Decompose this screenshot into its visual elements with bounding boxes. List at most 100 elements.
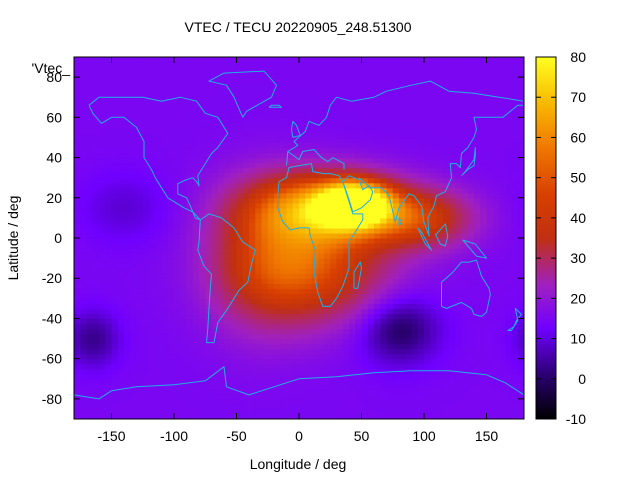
heatmap-cell [142, 202, 150, 209]
heatmap-cell [380, 313, 388, 320]
heatmap-cell [149, 92, 156, 98]
heatmap-cell [192, 77, 200, 83]
heatmap-cell [117, 67, 125, 73]
heatmap-cell [86, 157, 94, 164]
heatmap-cell [399, 232, 406, 239]
heatmap-cell [355, 142, 363, 149]
heatmap-cell [111, 87, 119, 93]
heatmap-cell [136, 142, 144, 149]
heatmap-cell [467, 263, 475, 269]
heatmap-cell [174, 107, 181, 113]
heatmap-cell [405, 278, 413, 284]
heatmap-cell [386, 82, 394, 88]
heatmap-cell [330, 278, 338, 284]
heatmap-cell [317, 97, 325, 103]
heatmap-cell [311, 393, 319, 400]
heatmap-cell [430, 368, 438, 375]
heatmap-cell [480, 398, 488, 405]
heatmap-cell [405, 207, 413, 214]
heatmap-cell [205, 343, 213, 350]
heatmap-cell [161, 72, 169, 78]
heatmap-cell [217, 328, 225, 335]
heatmap-cell [430, 373, 438, 380]
heatmap-cell [286, 102, 294, 108]
heatmap-cell [136, 293, 144, 299]
heatmap-cell [205, 72, 213, 78]
heatmap-cell [92, 147, 100, 154]
heatmap-cell [424, 268, 431, 274]
heatmap-cell [161, 152, 169, 159]
heatmap-cell [486, 132, 494, 139]
heatmap-cell [324, 333, 331, 340]
heatmap-cell [517, 232, 524, 239]
heatmap-cell [261, 157, 269, 164]
heatmap-cell [480, 192, 488, 199]
heatmap-cell [136, 102, 144, 108]
heatmap-cell [111, 278, 119, 284]
heatmap-cell [136, 353, 144, 360]
heatmap-cell [474, 217, 481, 224]
heatmap-cell [124, 157, 131, 164]
heatmap-cell [449, 333, 456, 340]
heatmap-cell [167, 177, 175, 184]
heatmap-cell [111, 408, 119, 415]
heatmap-cell [205, 167, 213, 174]
heatmap-cell [299, 92, 306, 98]
heatmap-cell [267, 383, 275, 390]
heatmap-cell [367, 358, 375, 365]
heatmap-cell [349, 248, 356, 254]
heatmap-cell [255, 217, 263, 224]
heatmap-cell [492, 313, 500, 320]
heatmap-cell [205, 358, 213, 365]
heatmap-cell [292, 152, 300, 159]
heatmap-cell [467, 112, 475, 118]
heatmap-cell [211, 238, 219, 244]
heatmap-cell [199, 122, 206, 128]
heatmap-cell [361, 152, 369, 159]
heatmap-cell [430, 238, 438, 244]
heatmap-cell [286, 263, 294, 269]
heatmap-cell [392, 117, 400, 123]
heatmap-cell [342, 147, 350, 154]
heatmap-cell [74, 187, 81, 194]
heatmap-cell [324, 177, 331, 184]
heatmap-cell [474, 238, 481, 244]
heatmap-cell [186, 308, 194, 315]
heatmap-cell [392, 338, 400, 345]
heatmap-cell [511, 117, 519, 123]
heatmap-cell [442, 278, 450, 284]
heatmap-cell [367, 413, 375, 419]
heatmap-cell [474, 192, 481, 199]
heatmap-cell [92, 403, 100, 410]
heatmap-cell [349, 268, 356, 274]
heatmap-cell [342, 238, 350, 244]
heatmap-cell [405, 393, 413, 400]
heatmap-cell [467, 413, 475, 419]
heatmap-cell [374, 278, 381, 284]
heatmap-cell [342, 212, 350, 219]
heatmap-cell [330, 298, 338, 304]
heatmap-cell [274, 288, 281, 294]
heatmap-cell [136, 368, 144, 375]
heatmap-cell [505, 268, 513, 274]
heatmap-cell [174, 293, 181, 299]
heatmap-cell [274, 283, 281, 289]
heatmap-cell [486, 202, 494, 209]
heatmap-cell [80, 122, 88, 128]
heatmap-cell [230, 308, 238, 315]
heatmap-cell [249, 273, 256, 279]
heatmap-cell [499, 278, 506, 284]
heatmap-cell [399, 222, 406, 229]
heatmap-cell [230, 303, 238, 309]
heatmap-cell [436, 122, 444, 128]
heatmap-cell [199, 82, 206, 88]
heatmap-cell [124, 258, 131, 264]
heatmap-cell [292, 313, 300, 320]
heatmap-cell [317, 162, 325, 169]
heatmap-cell [180, 142, 188, 149]
heatmap-cell [267, 348, 275, 355]
heatmap-cell [417, 343, 425, 350]
heatmap-cell [499, 192, 506, 199]
heatmap-cell [242, 72, 250, 78]
heatmap-cell [230, 117, 238, 123]
